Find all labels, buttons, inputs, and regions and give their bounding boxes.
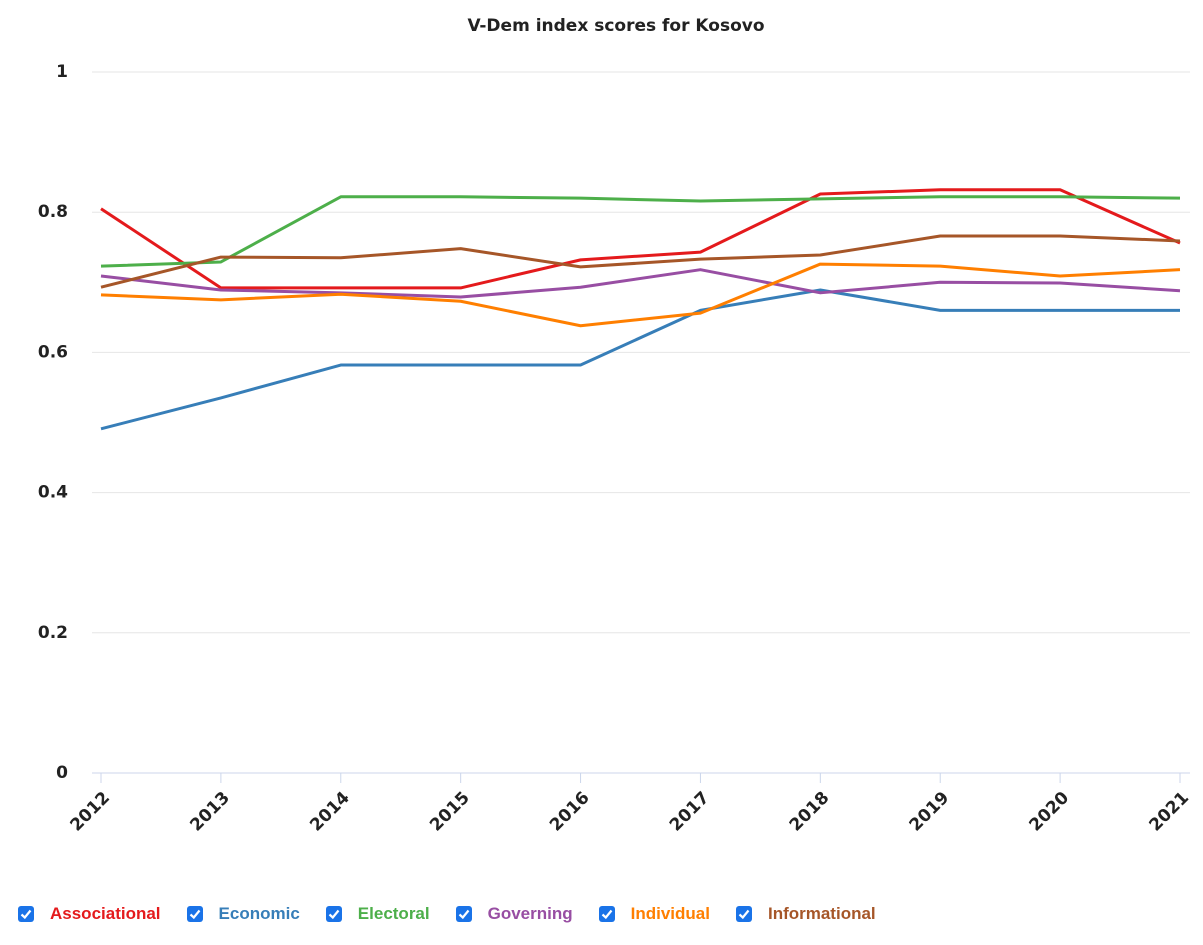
legend-item[interactable]: Economic — [186, 904, 300, 924]
checkbox[interactable] — [18, 906, 34, 922]
checkbox-box — [186, 906, 203, 922]
y-tick-label: 0.2 — [38, 623, 68, 643]
chart-title: V-Dem index scores for Kosovo — [467, 16, 764, 36]
legend-label: Governing — [487, 904, 573, 923]
checkbox-box — [325, 906, 342, 922]
checkmark — [328, 909, 340, 920]
series-line — [100, 188, 1181, 290]
legend: Associational Economic Electoral Governing I… — [18, 904, 902, 924]
checkbox[interactable] — [186, 906, 203, 922]
checkbox-box — [455, 906, 472, 922]
legend-item[interactable]: Governing — [455, 904, 573, 924]
series-line — [100, 195, 1181, 268]
legend-item[interactable]: Informational — [735, 904, 876, 924]
series-line — [100, 234, 1181, 289]
checkmark — [458, 909, 469, 920]
x-tick-label: 2020 — [1026, 788, 1074, 836]
x-tick-label: 2013 — [186, 788, 234, 836]
checkbox[interactable] — [598, 906, 615, 922]
series-line — [100, 268, 1181, 299]
legend-label: Informational — [767, 904, 876, 923]
checkbox[interactable] — [325, 906, 342, 922]
chart: V-Dem index scores for Kosovo 0 0.2 0.4 0.6… — [38, 16, 1193, 836]
legend-item[interactable]: Associational — [18, 904, 161, 924]
y-tick-label: 0.6 — [38, 342, 68, 362]
checkmark — [189, 909, 200, 920]
checkmark — [601, 909, 612, 920]
checkbox[interactable] — [455, 906, 472, 922]
x-tick-label: 2018 — [786, 788, 834, 836]
x-tick-label: 2016 — [546, 788, 594, 836]
x-tick-label: 2012 — [66, 788, 114, 836]
x-tick-label: 2017 — [666, 788, 714, 836]
series-line — [100, 262, 1181, 328]
legend-label: Electoral — [357, 904, 430, 923]
checkmark — [738, 909, 750, 920]
legend-label: Economic — [218, 904, 300, 923]
checkbox[interactable] — [735, 906, 752, 922]
legend-label: Associational — [50, 904, 161, 923]
legend-item[interactable]: Electoral — [325, 904, 430, 924]
x-tick-label: 2015 — [426, 788, 474, 836]
x-tick-label: 2019 — [906, 788, 954, 836]
checkbox-box — [735, 906, 752, 922]
x-tick-label: 2014 — [306, 788, 354, 836]
x-tick-label: 2021 — [1145, 788, 1193, 836]
checkbox-box — [18, 906, 34, 922]
y-tick-label: 0.8 — [38, 202, 68, 222]
y-tick-label: 0 — [56, 763, 68, 783]
legend-item[interactable]: Individual — [598, 904, 710, 924]
legend-label: Individual — [630, 904, 710, 923]
checkbox-box — [598, 906, 615, 922]
series-line — [100, 288, 1180, 431]
y-tick-label: 0.4 — [38, 483, 68, 503]
checkmark — [20, 909, 32, 920]
y-tick-label: 1 — [56, 62, 68, 82]
